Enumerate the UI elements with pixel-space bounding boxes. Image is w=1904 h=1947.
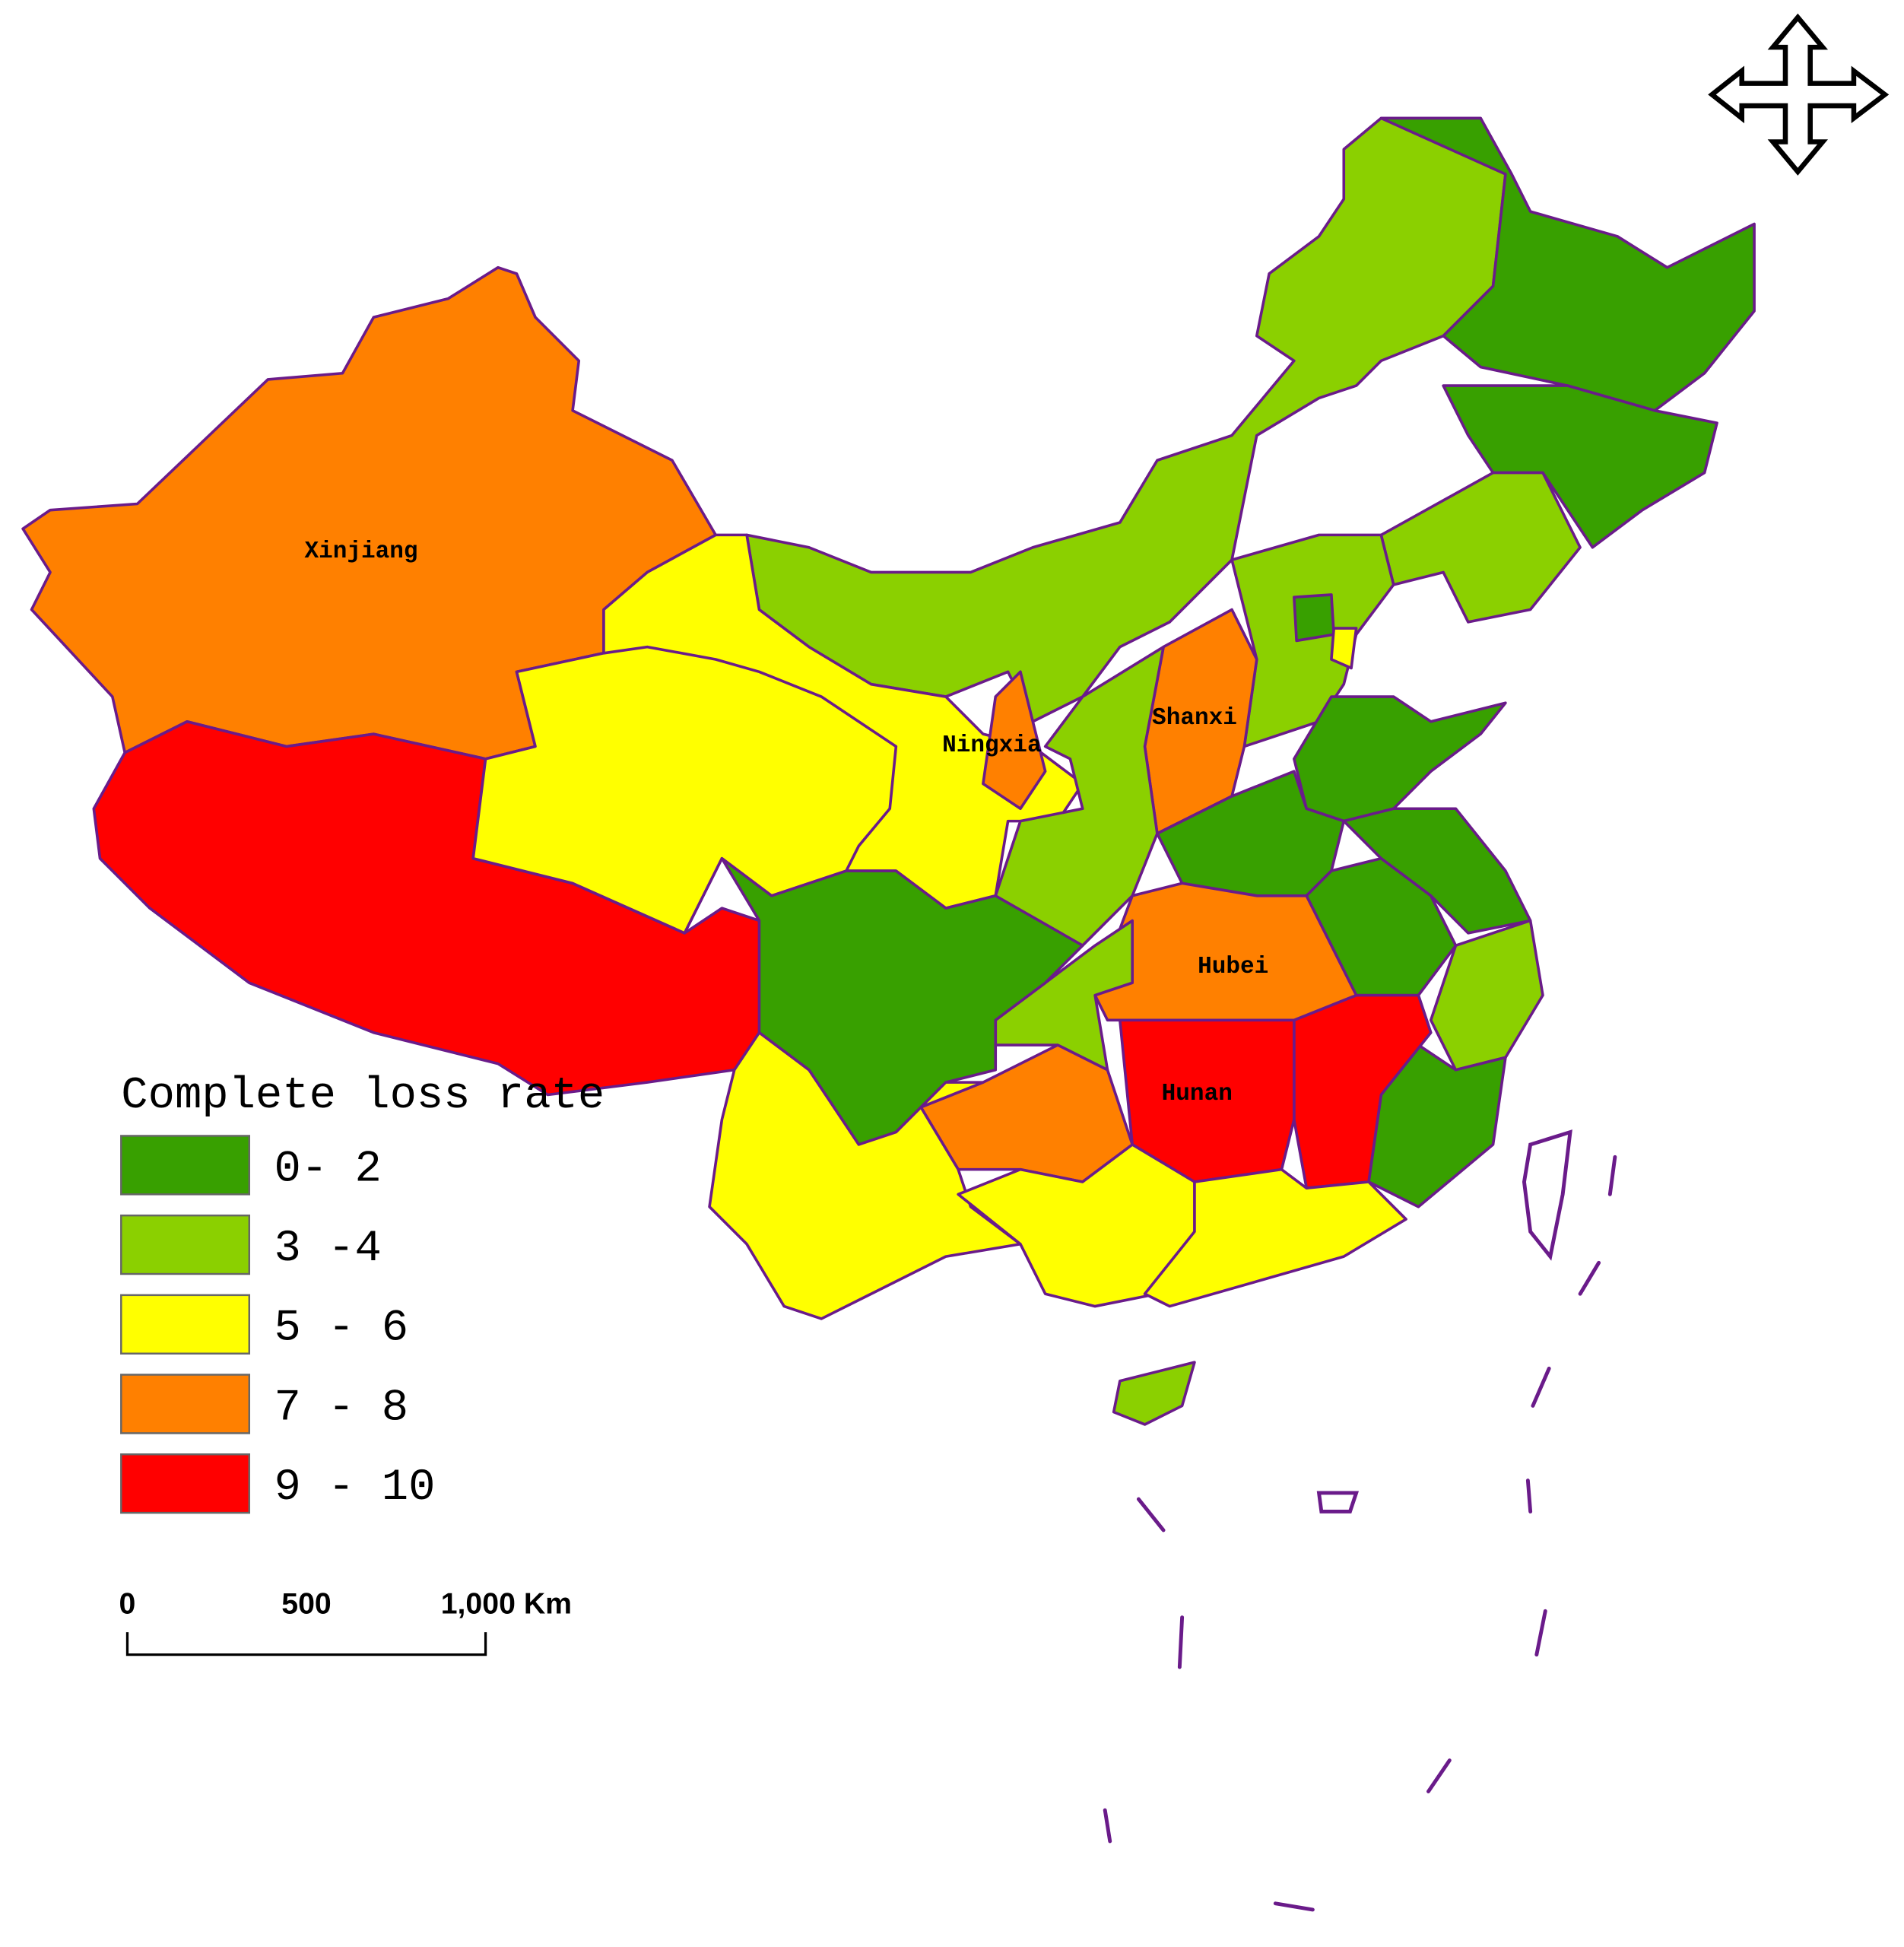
legend-label: 0- 2 (274, 1143, 381, 1194)
liaoning (1379, 471, 1582, 624)
legend-swatch (120, 1214, 251, 1275)
scale-bar: 0 500 1,000 Km (119, 1587, 572, 1656)
heilongjiang (1379, 116, 1756, 412)
legend-swatch (120, 1374, 251, 1434)
provinces (21, 116, 1756, 1426)
legend-label: 5 - 6 (274, 1303, 408, 1354)
scale-label: 500 (281, 1587, 332, 1621)
region-label: Ningxia (942, 732, 1041, 759)
tianjin (1330, 627, 1358, 670)
compass-arrows (1708, 13, 1890, 176)
scale-label: 1,000 Km (441, 1587, 572, 1621)
scale-line (125, 1632, 487, 1656)
chongqing (994, 919, 1134, 1072)
taiwan (1522, 1129, 1572, 1261)
legend-title: Complete loss rate (121, 1070, 605, 1121)
legend: Complete loss rate 0- 2 3 -4 5 - 6 7 - 8 9 -… (120, 1070, 605, 1514)
region-label: Hunan (1162, 1081, 1233, 1107)
legend-swatch (120, 1135, 251, 1196)
legend-label: 9 - 10 (274, 1462, 435, 1513)
legend-swatch (120, 1294, 251, 1355)
compass (1708, 13, 1890, 176)
guangdong (1143, 1167, 1407, 1308)
jiangxi (1293, 993, 1433, 1189)
boundary-dashes (1103, 1155, 1617, 1912)
legend-label: 3 -4 (274, 1223, 381, 1274)
beijing (1293, 593, 1335, 643)
legend-label: 7 - 8 (274, 1382, 408, 1433)
legend-swatch (120, 1453, 251, 1514)
ningxia (982, 670, 1047, 811)
region-label: Hubei (1198, 954, 1268, 980)
scale-label: 0 (119, 1587, 136, 1621)
jilin (1442, 384, 1718, 549)
region-label: Xinjiang (304, 538, 417, 565)
qinghai (471, 645, 898, 935)
hainan (1112, 1361, 1196, 1426)
region-labels: Xinjiang Ningxia Shanxi Hubei Hunan (304, 538, 1268, 1107)
islands (1103, 1129, 1617, 1912)
region-label: Shanxi (1152, 705, 1237, 732)
